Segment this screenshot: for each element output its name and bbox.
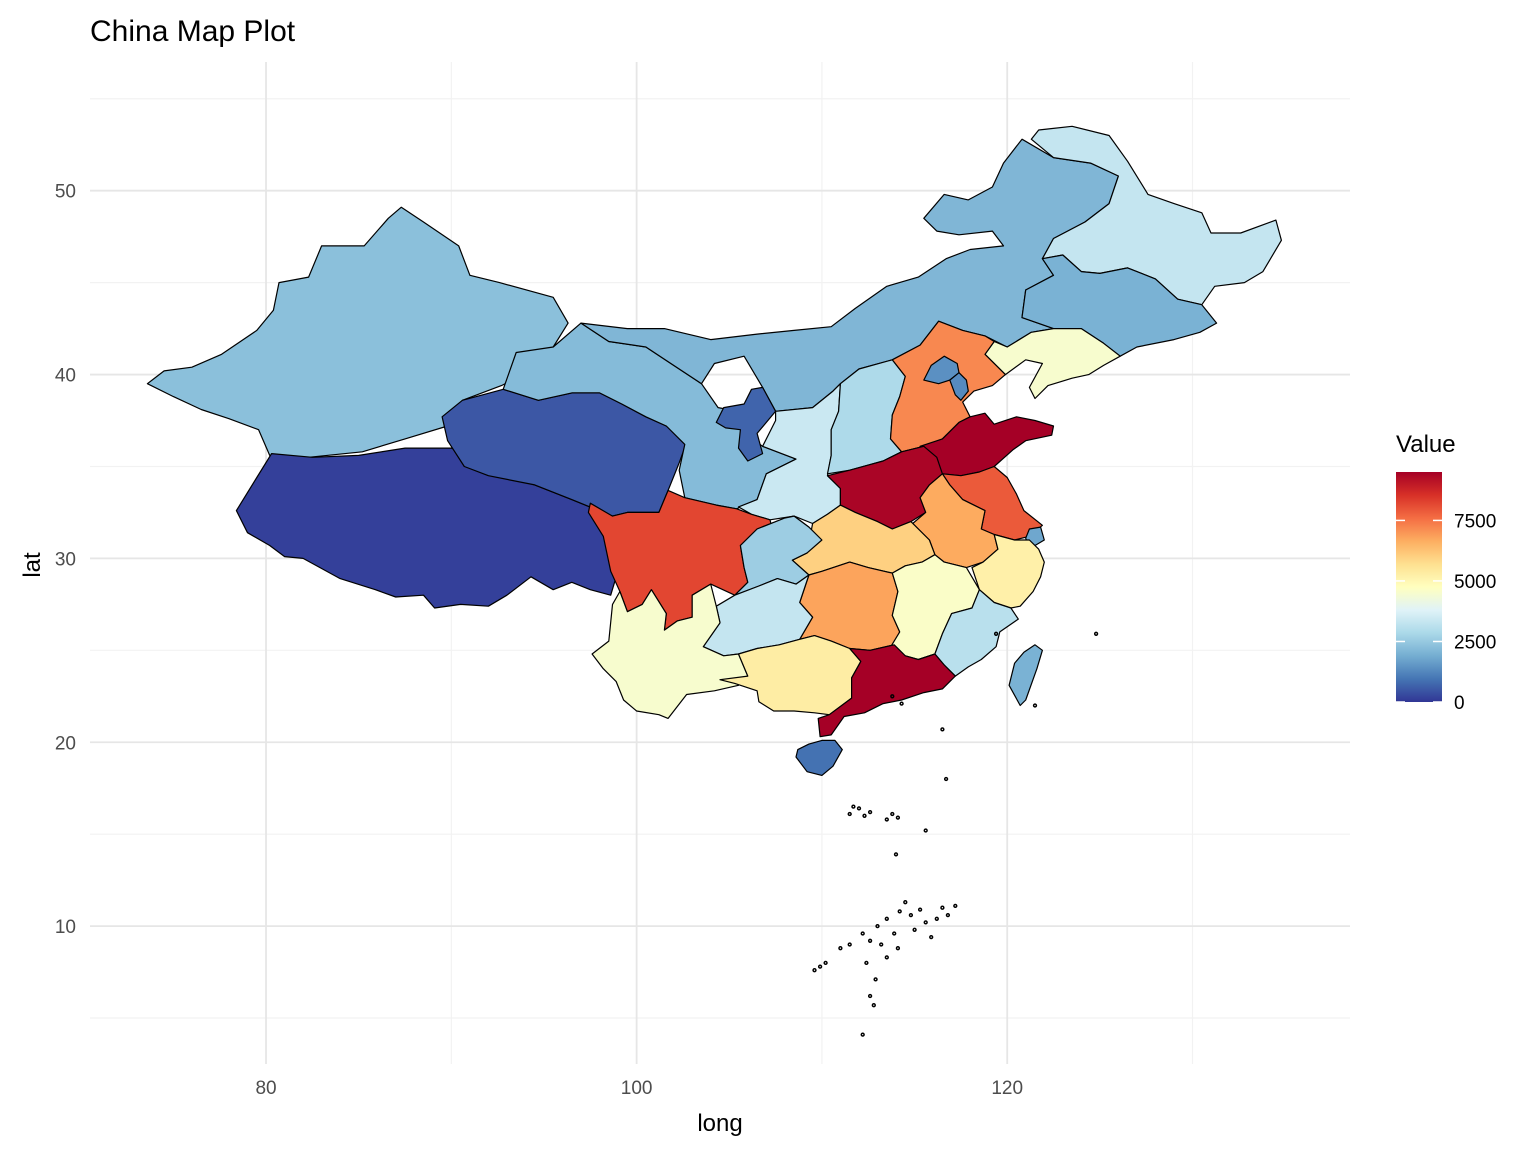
island-dot	[860, 931, 865, 936]
island-dot	[1093, 631, 1099, 636]
island-dot	[923, 828, 928, 833]
island-dot	[929, 934, 934, 940]
region-guangdong	[817, 644, 956, 738]
legend-colorbar	[1396, 472, 1442, 702]
x-axis-title: long	[697, 1110, 742, 1137]
island-dot	[860, 1032, 865, 1037]
island-dot	[953, 903, 958, 909]
region-taiwan	[1008, 644, 1043, 707]
legend-title: Value	[1396, 431, 1456, 458]
island-dot	[940, 727, 945, 732]
legend: Value 0 2500 5000 7500	[1396, 431, 1496, 714]
island-dot	[873, 977, 878, 982]
region-ningxia	[715, 386, 777, 462]
island-dot	[879, 942, 884, 947]
legend-ticks: 0 2500 5000 7500	[1396, 511, 1496, 714]
island-dot	[847, 811, 852, 817]
y-axis-title: lat	[19, 552, 46, 578]
island-dot	[862, 813, 867, 818]
chart-title: China Map Plot	[90, 15, 296, 48]
island-dot	[838, 946, 843, 951]
island-dot	[893, 852, 899, 857]
island-dot	[895, 815, 901, 820]
legend-label: 7500	[1454, 511, 1496, 532]
island-dot	[897, 909, 902, 914]
island-dot	[892, 931, 897, 936]
region-tianjin	[949, 372, 969, 401]
region-fujian	[934, 589, 1019, 677]
island-dot	[912, 927, 917, 932]
island-dot	[934, 916, 939, 921]
region-hebei	[889, 320, 1006, 453]
x-tick-label: 80	[255, 1078, 276, 1099]
x-tick-label: 120	[991, 1078, 1023, 1099]
island-dot	[856, 806, 862, 811]
island-dot	[817, 964, 823, 969]
region-tibet	[235, 447, 617, 609]
island-dot	[875, 923, 880, 929]
island-dot	[923, 920, 928, 925]
region-jilin	[1021, 254, 1218, 357]
y-tick-label: 30	[55, 549, 76, 570]
island-dot	[993, 631, 999, 636]
region-liaoning	[984, 328, 1121, 400]
legend-label: 0	[1454, 693, 1465, 714]
islands-layer	[812, 631, 1099, 1037]
island-dot	[895, 946, 901, 951]
island-dot	[812, 968, 817, 973]
island-dot	[890, 694, 895, 699]
axis-ticks: 80 100 120 10 20 30 40 50	[55, 182, 1023, 1099]
island-dot	[884, 817, 889, 822]
legend-label: 2500	[1454, 632, 1496, 653]
region-hainan	[795, 739, 843, 776]
y-tick-label: 50	[55, 182, 76, 203]
island-dot	[884, 916, 889, 921]
x-tick-label: 100	[621, 1078, 653, 1099]
island-dot	[867, 809, 873, 815]
island-dot	[890, 811, 895, 817]
island-dot	[871, 1003, 876, 1008]
island-dot	[867, 938, 873, 943]
island-dot	[867, 993, 873, 999]
y-tick-label: 40	[55, 366, 76, 387]
island-dot	[884, 955, 889, 960]
island-dot	[940, 905, 945, 910]
region-yunnan	[591, 583, 749, 719]
island-dot	[903, 900, 908, 905]
island-dot	[1032, 703, 1038, 708]
island-dot	[851, 804, 856, 809]
island-dot	[823, 960, 828, 966]
region-beijing	[923, 355, 960, 385]
island-dot	[917, 907, 923, 912]
legend-label: 5000	[1454, 572, 1496, 593]
island-dot	[899, 701, 904, 706]
y-tick-label: 10	[55, 917, 76, 938]
island-dot	[864, 960, 869, 966]
provinces-layer	[146, 125, 1282, 776]
island-dot	[943, 776, 949, 782]
island-dot	[847, 942, 852, 947]
island-dot	[908, 912, 914, 918]
island-dot	[945, 912, 951, 918]
y-tick-label: 20	[55, 733, 76, 754]
